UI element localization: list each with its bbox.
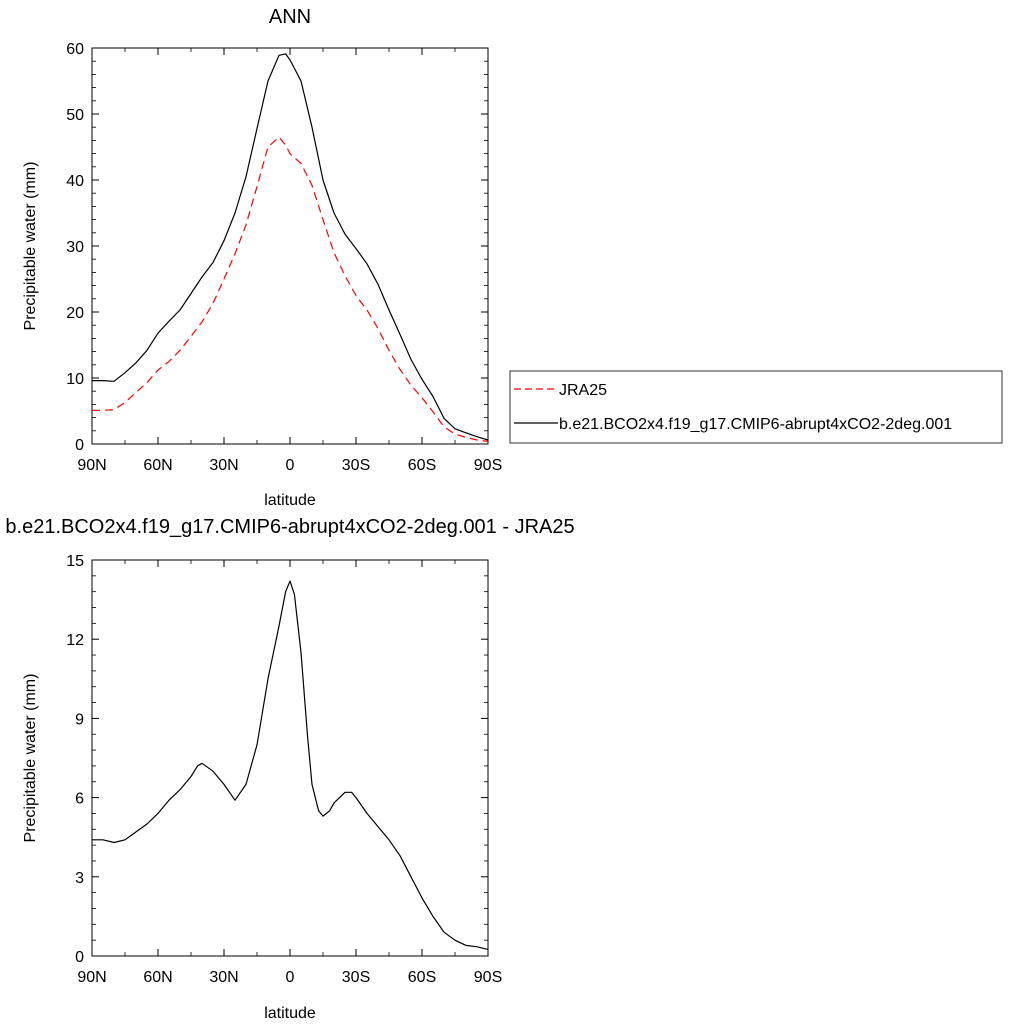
top-plot-frame — [91, 47, 489, 445]
top-y-tick-labels: 0 10 20 30 40 50 60 — [66, 41, 84, 454]
top-y-axis-label: Precipitable water (mm) — [22, 162, 39, 331]
bottom-x-tick-label: 30S — [342, 969, 370, 986]
bottom-axis-ticks — [91, 559, 489, 957]
bottom-y-tick-label: 0 — [75, 949, 84, 966]
bottom-x-tick-label: 0 — [286, 969, 295, 986]
bottom-plot-frame — [91, 559, 489, 957]
top-x-tick-label: 30S — [342, 457, 370, 474]
bottom-x-tick-label: 60N — [143, 969, 172, 986]
top-y-tick-label: 50 — [66, 107, 84, 124]
top-x-tick-label: 60S — [408, 457, 436, 474]
top-panel: ANN 0 10 20 30 40 50 60 90N 60N 30N 0 30S 60S 90S la… — [22, 6, 502, 509]
bottom-x-axis-label: latitude — [264, 1005, 316, 1022]
bottom-y-tick-label: 12 — [66, 632, 84, 649]
bottom-y-tick-label: 15 — [66, 553, 84, 570]
bottom-series-line-0 — [92, 580, 489, 950]
top-y-tick-label: 60 — [66, 41, 84, 58]
top-x-tick-label: 60N — [143, 457, 172, 474]
bottom-x-tick-label: 90N — [77, 969, 106, 986]
bottom-x-tick-label: 30N — [209, 969, 238, 986]
top-x-tick-labels: 90N 60N 30N 0 30S 60S 90S — [77, 457, 502, 474]
top-series-line-1 — [92, 53, 489, 441]
top-x-tick-label: 90S — [474, 457, 502, 474]
bottom-x-tick-labels: 90N 60N 30N 0 30S 60S 90S — [77, 969, 502, 986]
bottom-panel: b.e21.BCO2x4.f19_g17.CMIP6-abrupt4xCO2-2… — [5, 516, 574, 1022]
bottom-y-tick-label: 9 — [75, 711, 84, 728]
top-x-tick-label: 90N — [77, 457, 106, 474]
top-y-tick-label: 10 — [66, 371, 84, 388]
bottom-y-tick-label: 3 — [75, 870, 84, 887]
top-series-lines — [92, 53, 489, 442]
bottom-y-tick-label: 6 — [75, 791, 84, 808]
bottom-y-axis-label: Precipitable water (mm) — [22, 674, 39, 843]
legend-label-model: b.e21.BCO2x4.f19_g17.CMIP6-abrupt4xCO2-2… — [559, 416, 952, 433]
top-x-tick-label: 30N — [209, 457, 238, 474]
top-y-tick-label: 40 — [66, 173, 84, 190]
top-y-tick-label: 30 — [66, 239, 84, 256]
top-chart-title: ANN — [269, 6, 311, 28]
bottom-series-lines — [92, 580, 489, 950]
bottom-x-tick-label: 60S — [408, 969, 436, 986]
top-axis-ticks — [91, 47, 489, 445]
top-series-line-0 — [92, 136, 489, 442]
top-x-axis-label: latitude — [264, 492, 316, 509]
legend-label-jra25: JRA25 — [559, 382, 607, 399]
top-y-tick-label: 20 — [66, 305, 84, 322]
legend: JRA25 b.e21.BCO2x4.f19_g17.CMIP6-abrupt4… — [509, 370, 1003, 444]
top-y-tick-label: 0 — [75, 437, 84, 454]
bottom-x-tick-label: 90S — [474, 969, 502, 986]
legend-box — [509, 370, 1003, 444]
bottom-y-tick-labels: 0 3 6 9 12 15 — [66, 553, 84, 966]
top-x-tick-label: 0 — [286, 457, 295, 474]
bottom-chart-title: b.e21.BCO2x4.f19_g17.CMIP6-abrupt4xCO2-2… — [5, 516, 574, 538]
